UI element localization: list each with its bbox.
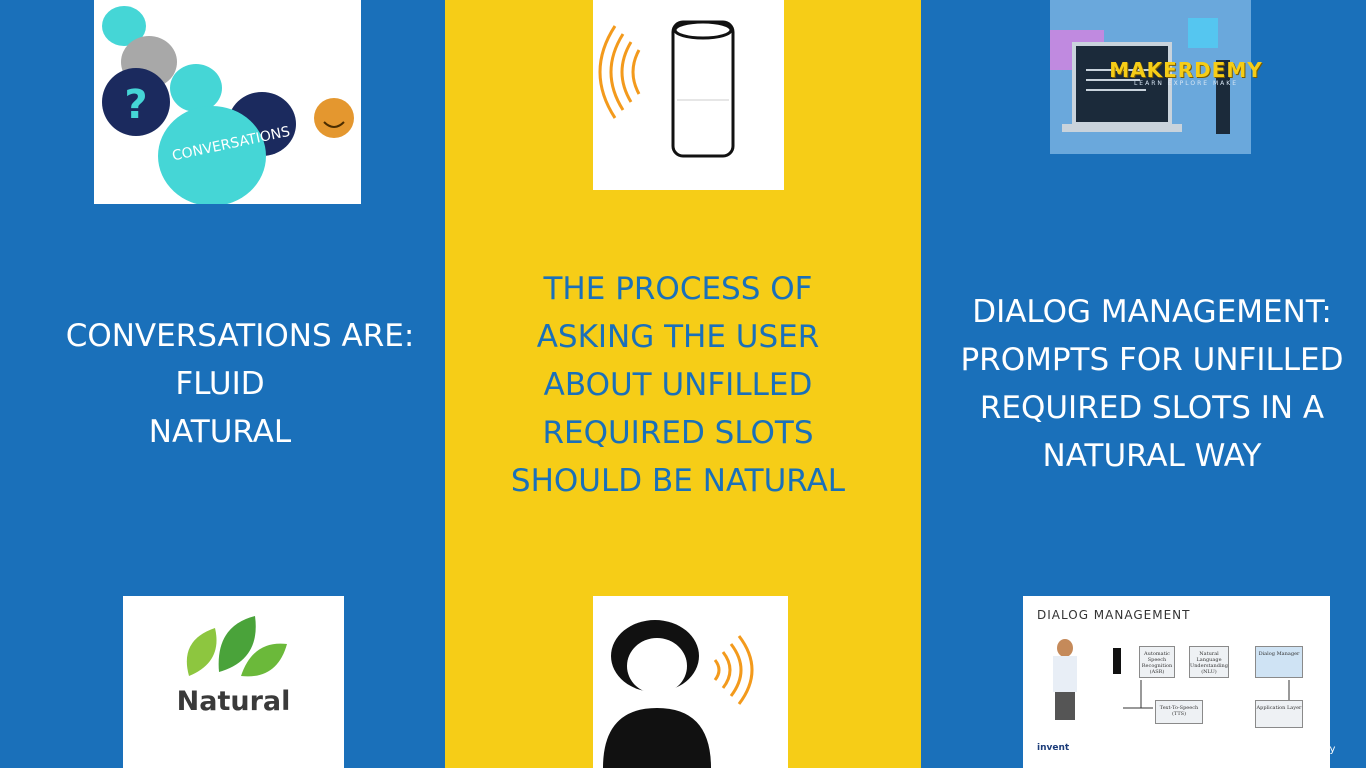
right-caption-line-2: PROMPTS FOR UNFILLED: [960, 342, 1344, 378]
nlu-box: Natural Language Understanding (NLU): [1189, 646, 1229, 678]
left-caption-line-2: FLUID: [175, 366, 265, 402]
laptop-echo-image: [1050, 0, 1251, 154]
right-caption: DIALOG MANAGEMENT: PROMPTS FOR UNFILLED …: [938, 288, 1366, 480]
makerdemy-brand: MAKERDEMY: [1109, 58, 1263, 82]
right-caption-line-4: NATURAL WAY: [1042, 438, 1262, 474]
left-caption: CONVERSATIONS ARE: FLUID NATURAL: [40, 312, 440, 456]
natural-word: Natural: [176, 686, 291, 717]
conversations-image: ? CONVERSATIONS: [94, 0, 361, 204]
smart-speaker-image: [593, 0, 784, 190]
application-layer-box: Application Layer: [1255, 700, 1303, 728]
udemy-watermark: Udemy: [1300, 744, 1336, 755]
natural-leaves-image: Natural: [123, 596, 344, 768]
middle-caption-line-3: ABOUT UNFILLED: [543, 367, 813, 403]
dialog-manager-box: Dialog Manager: [1255, 646, 1303, 678]
tts-box: Text-To-Speech (TTS): [1155, 700, 1203, 724]
middle-caption-line-4: REQUIRED SLOTS: [542, 415, 814, 451]
makerdemy-logo: MAKERDEMY LEARN EXPLORE MAKE: [1090, 58, 1282, 87]
middle-caption-line-1: THE PROCESS OF: [543, 271, 813, 307]
svg-text:?: ?: [124, 82, 147, 128]
middle-caption: THE PROCESS OF ASKING THE USER ABOUT UNF…: [480, 265, 876, 505]
makerdemy-tagline: LEARN EXPLORE MAKE: [1133, 80, 1239, 87]
middle-caption-line-5: SHOULD BE NATURAL: [510, 463, 846, 499]
left-caption-line-3: NATURAL: [148, 414, 292, 450]
invent-label: invent: [1037, 743, 1070, 753]
left-caption-line-1: CONVERSATIONS ARE:: [65, 318, 415, 354]
person-speaking-image: [593, 596, 788, 768]
middle-caption-line-2: ASKING THE USER: [536, 319, 820, 355]
right-caption-line-1: DIALOG MANAGEMENT:: [972, 294, 1332, 330]
right-caption-line-3: REQUIRED SLOTS IN A: [979, 390, 1325, 426]
asr-box: Automatic Speech Recognition (ASR): [1139, 646, 1175, 678]
dialog-diagram-title: DIALOG MANAGEMENT: [1037, 608, 1191, 622]
dialog-management-diagram: DIALOG MANAGEMENT Automatic Speech Recog…: [1023, 596, 1330, 768]
